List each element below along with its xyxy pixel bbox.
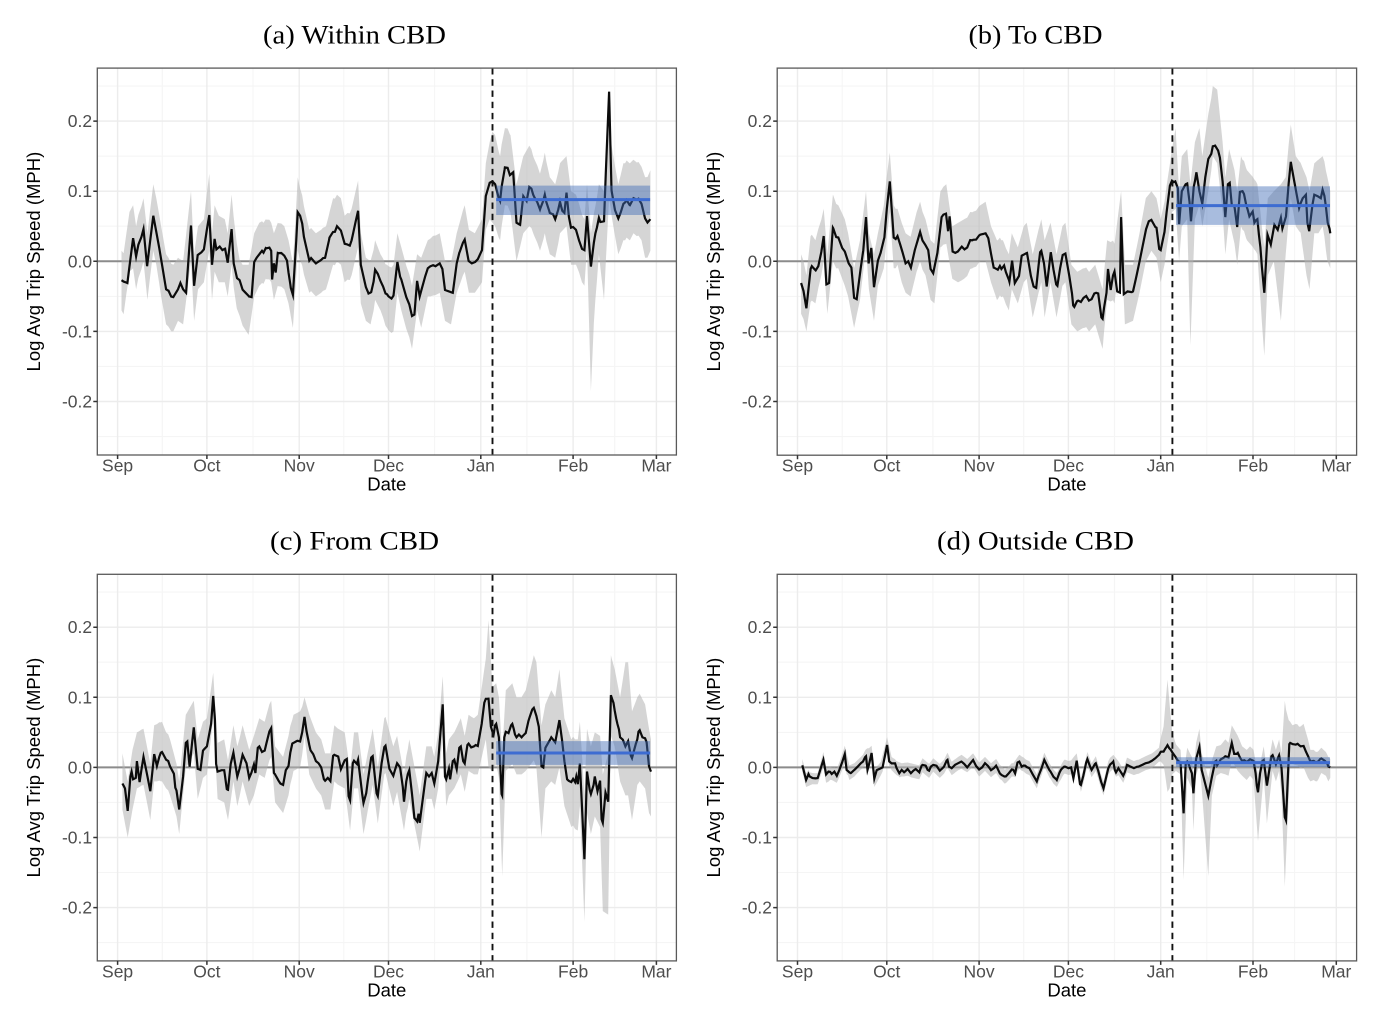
svg-text:Jan: Jan bbox=[467, 961, 495, 981]
svg-text:Log Avg Trip Speed (MPH): Log Avg Trip Speed (MPH) bbox=[703, 658, 724, 878]
svg-text:(d) Outside CBD: (d) Outside CBD bbox=[937, 527, 1134, 556]
svg-text:Sep: Sep bbox=[782, 961, 813, 981]
svg-text:Jan: Jan bbox=[1147, 961, 1175, 981]
svg-text:Jan: Jan bbox=[1147, 456, 1175, 476]
svg-text:Jan: Jan bbox=[467, 456, 495, 476]
svg-text:Dec: Dec bbox=[373, 456, 404, 476]
svg-text:Date: Date bbox=[367, 979, 406, 1000]
svg-text:Sep: Sep bbox=[102, 961, 133, 981]
svg-text:Nov: Nov bbox=[284, 961, 315, 981]
svg-text:Sep: Sep bbox=[102, 456, 133, 476]
svg-text:0.1: 0.1 bbox=[68, 181, 92, 201]
svg-text:Feb: Feb bbox=[1238, 961, 1268, 981]
svg-text:0.2: 0.2 bbox=[68, 617, 92, 637]
svg-text:Feb: Feb bbox=[558, 456, 588, 476]
svg-text:-0.2: -0.2 bbox=[742, 898, 772, 918]
svg-text:(c) From CBD: (c) From CBD bbox=[270, 527, 439, 556]
svg-text:0.2: 0.2 bbox=[748, 617, 772, 637]
svg-text:0.2: 0.2 bbox=[68, 111, 92, 131]
svg-text:Oct: Oct bbox=[193, 961, 220, 981]
svg-text:-0.2: -0.2 bbox=[742, 392, 772, 412]
svg-text:0.0: 0.0 bbox=[748, 757, 773, 777]
svg-text:-0.2: -0.2 bbox=[62, 898, 92, 918]
svg-text:Dec: Dec bbox=[1053, 456, 1084, 476]
svg-text:Date: Date bbox=[1047, 979, 1086, 1000]
svg-text:Mar: Mar bbox=[1321, 456, 1351, 476]
svg-text:Feb: Feb bbox=[558, 961, 588, 981]
svg-text:Feb: Feb bbox=[1238, 456, 1268, 476]
svg-text:-0.1: -0.1 bbox=[742, 321, 772, 341]
svg-text:Dec: Dec bbox=[1053, 961, 1084, 981]
svg-text:Mar: Mar bbox=[641, 961, 671, 981]
svg-text:Nov: Nov bbox=[284, 456, 315, 476]
svg-text:-0.1: -0.1 bbox=[62, 828, 92, 848]
svg-text:Oct: Oct bbox=[873, 961, 900, 981]
svg-text:Oct: Oct bbox=[873, 456, 900, 476]
svg-text:-0.1: -0.1 bbox=[742, 828, 772, 848]
svg-text:0.0: 0.0 bbox=[68, 757, 93, 777]
svg-text:Log Avg Trip Speed (MPH): Log Avg Trip Speed (MPH) bbox=[23, 152, 44, 372]
svg-text:0.1: 0.1 bbox=[748, 181, 772, 201]
svg-text:0.0: 0.0 bbox=[748, 251, 773, 271]
svg-text:-0.1: -0.1 bbox=[62, 321, 92, 341]
svg-text:Log Avg Trip Speed (MPH): Log Avg Trip Speed (MPH) bbox=[703, 152, 724, 372]
svg-text:Date: Date bbox=[367, 473, 406, 494]
svg-text:0.2: 0.2 bbox=[748, 111, 772, 131]
svg-text:-0.2: -0.2 bbox=[62, 392, 92, 412]
svg-text:Mar: Mar bbox=[1321, 961, 1351, 981]
svg-text:Mar: Mar bbox=[641, 456, 671, 476]
svg-text:0.1: 0.1 bbox=[68, 687, 92, 707]
svg-text:Date: Date bbox=[1047, 474, 1086, 495]
svg-text:0.1: 0.1 bbox=[748, 687, 772, 707]
svg-text:0.0: 0.0 bbox=[68, 251, 93, 271]
svg-text:Dec: Dec bbox=[373, 961, 404, 981]
svg-text:(b) To CBD: (b) To CBD bbox=[969, 21, 1103, 50]
svg-text:Oct: Oct bbox=[193, 456, 220, 476]
svg-text:Log Avg Trip Speed (MPH): Log Avg Trip Speed (MPH) bbox=[23, 658, 44, 878]
svg-text:Nov: Nov bbox=[964, 961, 995, 981]
svg-text:Sep: Sep bbox=[782, 456, 813, 476]
svg-text:Nov: Nov bbox=[964, 456, 995, 476]
svg-text:(a) Within CBD: (a) Within CBD bbox=[263, 21, 446, 50]
